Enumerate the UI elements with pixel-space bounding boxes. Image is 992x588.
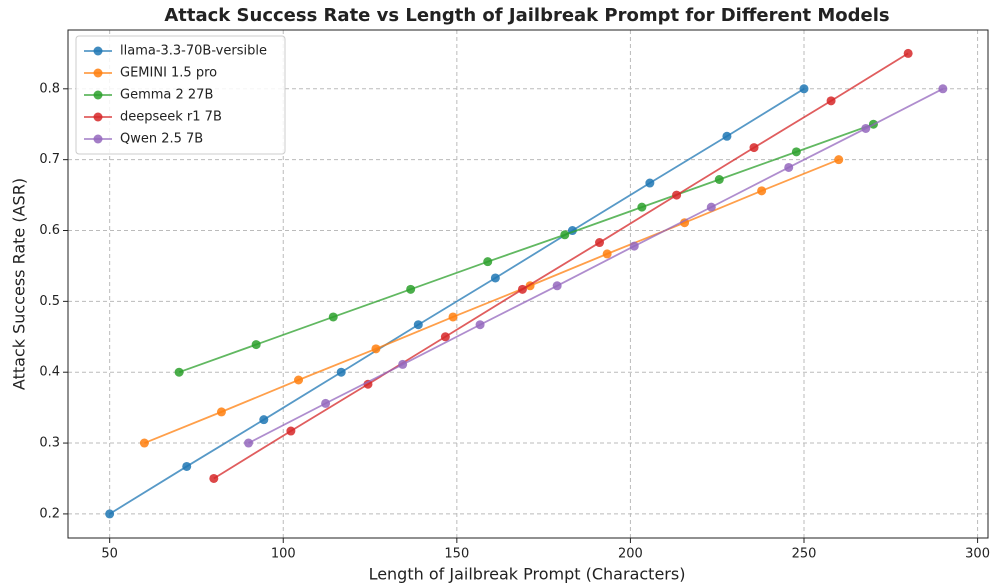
data-point — [784, 162, 794, 172]
data-point — [174, 367, 184, 377]
data-point — [560, 230, 570, 240]
data-point — [629, 241, 639, 251]
y-tick-label: 0.5 — [39, 294, 60, 309]
data-point — [602, 249, 612, 259]
data-point — [209, 473, 219, 483]
series-line — [248, 88, 944, 444]
data-point — [475, 320, 485, 330]
data-point — [259, 415, 269, 425]
legend-marker — [93, 90, 103, 100]
legend-label: Qwen 2.5 7B — [120, 132, 203, 147]
data-point — [903, 48, 913, 58]
data-point — [714, 174, 724, 184]
x-tick-label: 200 — [618, 547, 643, 562]
data-point — [328, 312, 338, 322]
data-point — [791, 147, 801, 157]
data-point — [294, 375, 304, 385]
data-point — [706, 202, 716, 212]
x-tick-label: 300 — [965, 547, 990, 562]
data-point — [182, 461, 192, 471]
data-point — [490, 273, 500, 283]
chart-title: Attack Success Rate vs Length of Jailbre… — [164, 5, 889, 26]
x-tick-label: 150 — [444, 547, 469, 562]
data-point — [749, 143, 759, 153]
data-point — [216, 407, 226, 417]
y-tick-label: 0.6 — [39, 223, 60, 238]
data-point — [645, 178, 655, 188]
data-point — [799, 84, 809, 94]
data-point — [834, 155, 844, 165]
data-point — [139, 438, 149, 448]
x-tick-label: 100 — [271, 547, 296, 562]
legend-marker — [93, 112, 103, 122]
data-point — [244, 438, 254, 448]
x-tick-label: 250 — [792, 547, 817, 562]
data-point — [595, 238, 605, 248]
y-tick-label: 0.3 — [39, 436, 60, 451]
data-point — [371, 344, 381, 354]
data-point — [105, 509, 115, 519]
data-point — [398, 359, 408, 369]
legend-label: Gemma 2 27B — [120, 88, 213, 103]
legend-box — [75, 35, 286, 155]
data-point — [722, 131, 732, 141]
data-point — [336, 367, 346, 377]
plot-frame — [67, 29, 989, 539]
data-point — [440, 332, 450, 342]
legend-label: llama-3.3-70B-versible — [120, 44, 267, 59]
data-point — [552, 281, 562, 291]
data-point — [861, 123, 871, 133]
data-point — [938, 84, 948, 94]
y-axis-label: Attack Success Rate (ASR) — [10, 178, 29, 390]
x-axis-label: Length of Jailbreak Prompt (Characters) — [369, 565, 686, 584]
data-point — [826, 96, 836, 106]
data-point — [363, 379, 373, 389]
legend-label: deepseek r1 7B — [120, 110, 222, 125]
data-point — [517, 284, 527, 294]
series-line — [178, 123, 874, 374]
y-tick-label: 0.4 — [39, 365, 60, 380]
data-point — [406, 284, 416, 294]
series-line — [213, 52, 909, 480]
data-point — [757, 186, 767, 196]
data-point — [286, 426, 296, 436]
data-point — [483, 257, 493, 267]
data-point — [672, 190, 682, 200]
data-point — [448, 312, 458, 322]
y-tick-label: 0.8 — [39, 81, 60, 96]
legend-label: GEMINI 1.5 pro — [120, 66, 217, 81]
data-point — [321, 398, 331, 408]
series-line — [144, 158, 840, 444]
y-tick-label: 0.7 — [39, 152, 60, 167]
data-point — [413, 320, 423, 330]
x-tick-label: 50 — [101, 547, 118, 562]
legend-marker — [93, 46, 103, 56]
y-tick-label: 0.2 — [39, 506, 60, 521]
data-point — [251, 340, 261, 350]
series-line — [109, 88, 805, 515]
data-point — [637, 202, 647, 212]
legend-marker — [93, 68, 103, 78]
legend-marker — [93, 134, 103, 144]
